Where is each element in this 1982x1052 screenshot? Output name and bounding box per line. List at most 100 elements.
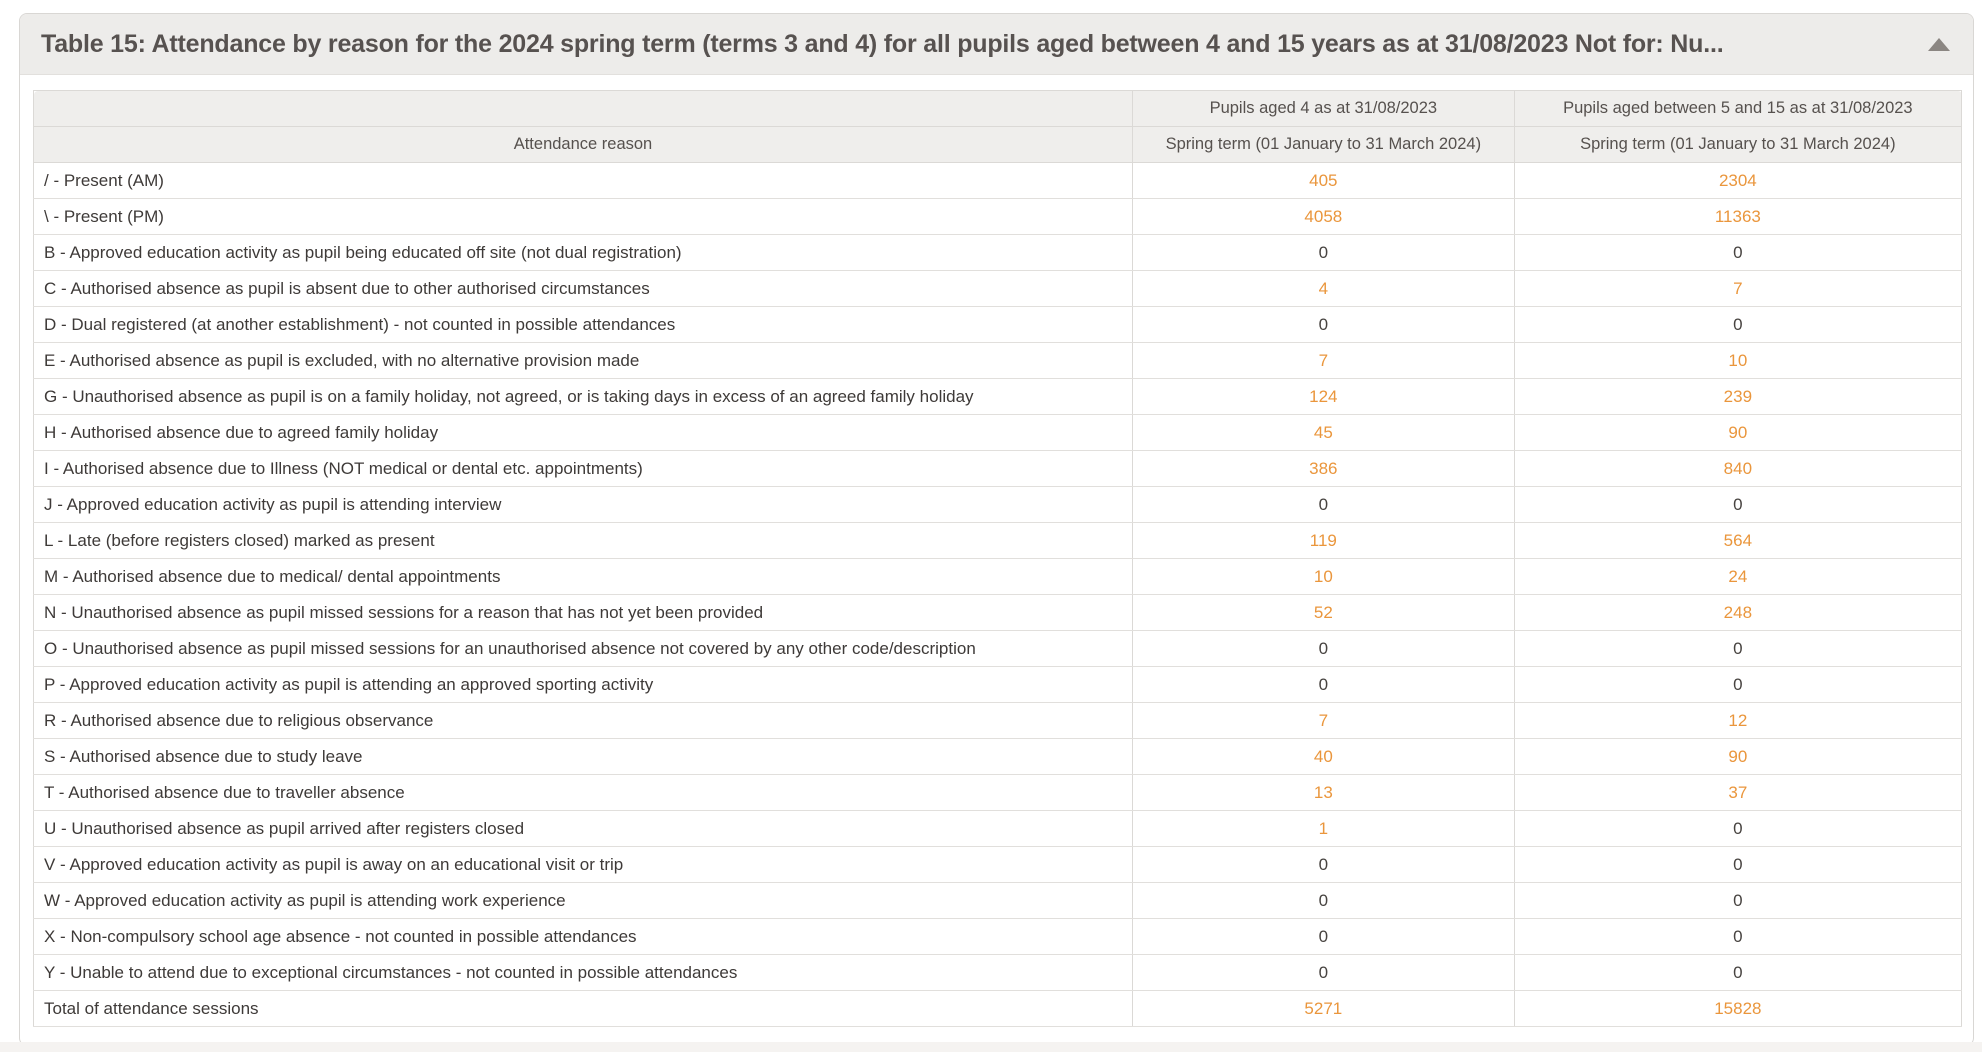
aged4-value-cell: 119 <box>1131 522 1515 559</box>
aged4-value-cell: 4 <box>1131 270 1515 307</box>
attendance-reason-cell: E - Authorised absence as pupil is exclu… <box>33 342 1133 379</box>
aged4-value-cell: 405 <box>1131 162 1515 199</box>
attendance-reason-cell: P - Approved education activity as pupil… <box>33 666 1133 703</box>
panel-title: Table 15: Attendance by reason for the 2… <box>41 30 1724 58</box>
collapse-triangle-up-icon[interactable] <box>1928 38 1950 51</box>
group-header-aged4: Pupils aged 4 as at 31/08/2023 <box>1131 90 1515 127</box>
attendance-reason-cell: B - Approved education activity as pupil… <box>33 234 1133 271</box>
aged5-15-value-cell: 248 <box>1513 594 1963 631</box>
table-row: I - Authorised absence due to Illness (N… <box>33 450 1963 487</box>
table-row: / - Present (AM) 405 2304 <box>33 162 1963 199</box>
attendance-reason-cell: Total of attendance sessions <box>33 990 1133 1027</box>
aged4-value-cell: 45 <box>1131 414 1515 451</box>
aged4-value-cell: 13 <box>1131 774 1515 811</box>
sub-header-attendance-reason: Attendance reason <box>33 126 1133 163</box>
table-row: C - Authorised absence as pupil is absen… <box>33 270 1963 307</box>
attendance-reason-cell: T - Authorised absence due to traveller … <box>33 774 1133 811</box>
attendance-reason-cell: N - Unauthorised absence as pupil missed… <box>33 594 1133 631</box>
aged5-15-value-cell: 0 <box>1513 954 1963 991</box>
table-row: X - Non-compulsory school age absence - … <box>33 918 1963 955</box>
table-row: R - Authorised absence due to religious … <box>33 702 1963 739</box>
table-row: H - Authorised absence due to agreed fam… <box>33 414 1963 451</box>
aged5-15-value-cell: 12 <box>1513 702 1963 739</box>
table-row: N - Unauthorised absence as pupil missed… <box>33 594 1963 631</box>
aged5-15-value-cell: 0 <box>1513 918 1963 955</box>
table-row: M - Authorised absence due to medical/ d… <box>33 558 1963 595</box>
attendance-reason-cell: I - Authorised absence due to Illness (N… <box>33 450 1133 487</box>
aged4-value-cell: 5271 <box>1131 990 1515 1027</box>
attendance-reason-cell: C - Authorised absence as pupil is absen… <box>33 270 1133 307</box>
aged5-15-value-cell: 37 <box>1513 774 1963 811</box>
aged4-value-cell: 7 <box>1131 702 1515 739</box>
aged4-value-cell: 0 <box>1131 306 1515 343</box>
table-row: U - Unauthorised absence as pupil arrive… <box>33 810 1963 847</box>
attendance-reason-cell: H - Authorised absence due to agreed fam… <box>33 414 1133 451</box>
attendance-reason-cell: G - Unauthorised absence as pupil is on … <box>33 378 1133 415</box>
aged5-15-value-cell: 840 <box>1513 450 1963 487</box>
attendance-reason-cell: L - Late (before registers closed) marke… <box>33 522 1133 559</box>
attendance-reason-cell: / - Present (AM) <box>33 162 1133 199</box>
aged5-15-value-cell: 10 <box>1513 342 1963 379</box>
aged5-15-value-cell: 7 <box>1513 270 1963 307</box>
aged5-15-value-cell: 0 <box>1513 666 1963 703</box>
attendance-reason-cell: Y - Unable to attend due to exceptional … <box>33 954 1133 991</box>
table-row: L - Late (before registers closed) marke… <box>33 522 1963 559</box>
table-row: W - Approved education activity as pupil… <box>33 882 1963 919</box>
attendance-reason-cell: \ - Present (PM) <box>33 198 1133 235</box>
table-row: S - Authorised absence due to study leav… <box>33 738 1963 775</box>
attendance-reason-cell: W - Approved education activity as pupil… <box>33 882 1133 919</box>
attendance-reason-cell: V - Approved education activity as pupil… <box>33 846 1133 883</box>
panel-body: Pupils aged 4 as at 31/08/2023 Pupils ag… <box>20 75 1973 1045</box>
table-row: J - Approved education activity as pupil… <box>33 486 1963 523</box>
attendance-reason-cell: X - Non-compulsory school age absence - … <box>33 918 1133 955</box>
attendance-reason-cell: S - Authorised absence due to study leav… <box>33 738 1133 775</box>
table-sub-header-row: Attendance reason Spring term (01 Januar… <box>33 126 1963 163</box>
aged4-value-cell: 52 <box>1131 594 1515 631</box>
aged5-15-value-cell: 0 <box>1513 846 1963 883</box>
aged5-15-value-cell: 90 <box>1513 738 1963 775</box>
table-row: T - Authorised absence due to traveller … <box>33 774 1963 811</box>
aged5-15-value-cell: 564 <box>1513 522 1963 559</box>
attendance-table: Pupils aged 4 as at 31/08/2023 Pupils ag… <box>33 90 1963 1027</box>
aged4-value-cell: 0 <box>1131 666 1515 703</box>
sub-header-spring-term-aged4: Spring term (01 January to 31 March 2024… <box>1131 126 1515 163</box>
aged5-15-value-cell: 0 <box>1513 486 1963 523</box>
table-row: \ - Present (PM) 4058 11363 <box>33 198 1963 235</box>
aged4-value-cell: 1 <box>1131 810 1515 847</box>
attendance-reason-cell: J - Approved education activity as pupil… <box>33 486 1133 523</box>
aged5-15-value-cell: 24 <box>1513 558 1963 595</box>
table-row: Y - Unable to attend due to exceptional … <box>33 954 1963 991</box>
group-header-empty-cell <box>33 90 1133 127</box>
aged4-value-cell: 124 <box>1131 378 1515 415</box>
aged4-value-cell: 0 <box>1131 882 1515 919</box>
next-panel-edge <box>0 1042 1982 1052</box>
attendance-table-panel: Table 15: Attendance by reason for the 2… <box>19 13 1974 1046</box>
aged5-15-value-cell: 0 <box>1513 630 1963 667</box>
aged4-value-cell: 0 <box>1131 954 1515 991</box>
table-body: / - Present (AM) 405 2304 \ - Present (P… <box>33 162 1963 1027</box>
attendance-reason-cell: U - Unauthorised absence as pupil arrive… <box>33 810 1133 847</box>
table-row: P - Approved education activity as pupil… <box>33 666 1963 703</box>
panel-header[interactable]: Table 15: Attendance by reason for the 2… <box>20 14 1973 75</box>
aged5-15-value-cell: 239 <box>1513 378 1963 415</box>
table-row: G - Unauthorised absence as pupil is on … <box>33 378 1963 415</box>
table-row: D - Dual registered (at another establis… <box>33 306 1963 343</box>
aged5-15-value-cell: 11363 <box>1513 198 1963 235</box>
table-row: Total of attendance sessions 5271 15828 <box>33 990 1963 1027</box>
table-head: Pupils aged 4 as at 31/08/2023 Pupils ag… <box>33 90 1963 163</box>
table-row: O - Unauthorised absence as pupil missed… <box>33 630 1963 667</box>
aged5-15-value-cell: 0 <box>1513 810 1963 847</box>
attendance-reason-cell: R - Authorised absence due to religious … <box>33 702 1133 739</box>
aged5-15-value-cell: 90 <box>1513 414 1963 451</box>
aged4-value-cell: 0 <box>1131 630 1515 667</box>
table-row: V - Approved education activity as pupil… <box>33 846 1963 883</box>
aged5-15-value-cell: 0 <box>1513 234 1963 271</box>
attendance-reason-cell: M - Authorised absence due to medical/ d… <box>33 558 1133 595</box>
aged4-value-cell: 0 <box>1131 486 1515 523</box>
aged4-value-cell: 0 <box>1131 234 1515 271</box>
aged4-value-cell: 7 <box>1131 342 1515 379</box>
table-row: E - Authorised absence as pupil is exclu… <box>33 342 1963 379</box>
aged4-value-cell: 4058 <box>1131 198 1515 235</box>
sub-header-spring-term-aged5-15: Spring term (01 January to 31 March 2024… <box>1513 126 1963 163</box>
